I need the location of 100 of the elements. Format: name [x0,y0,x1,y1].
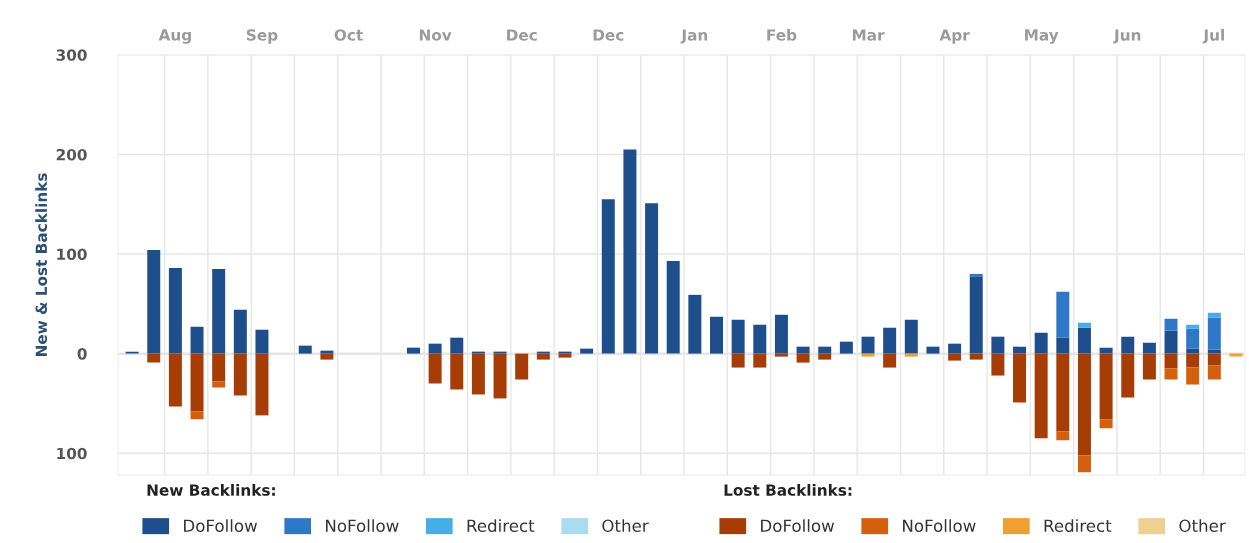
bar [450,353,464,390]
bar [883,327,897,354]
legend-label: NoFollow [903,519,976,533]
legend-label: Other [602,519,649,533]
bar [774,314,788,354]
bar [320,353,334,360]
y-tick-label: 200 [56,148,87,161]
y-tick-label: 300 [56,49,87,61]
bar [731,319,745,354]
bar [406,347,420,354]
bar [428,343,442,354]
bar [1077,327,1091,354]
bar [190,411,204,420]
bar [255,329,269,354]
bar [558,353,572,358]
x-tick-label: Dec [593,29,624,41]
bar [731,353,745,368]
bar [493,353,507,399]
bar [774,353,788,357]
bar [969,273,983,277]
bar [1186,324,1200,329]
legend-label: Redirect [1044,519,1112,533]
bar [1056,291,1070,338]
bar [1164,330,1178,354]
x-tick-label: Jun [1113,29,1141,44]
bar [796,353,810,363]
bar [1207,312,1221,318]
bar [1077,455,1091,473]
x-tick-label: Aug [158,29,191,44]
bar [1207,365,1221,380]
legend-label: Other [1179,519,1226,533]
bar [1207,353,1221,366]
bar [233,353,247,396]
bar [1142,342,1156,354]
bar [233,309,247,354]
x-tick-label: Apr [939,29,970,44]
y-axis-title: New & Lost Backlinks [35,173,48,357]
x-tick-label: Jan [680,29,708,44]
bar [969,276,983,354]
legend-label: DoFollow [184,519,257,533]
bar [1077,353,1091,456]
bar [190,326,204,354]
bar [948,353,962,361]
bar [1077,322,1091,328]
bar [471,353,485,395]
bar [168,353,182,407]
bar [753,324,767,354]
text: New Backlinks: [147,484,275,496]
bar [298,345,312,354]
bar [1186,367,1200,385]
bar [536,353,550,360]
bar [926,346,940,354]
bar [190,353,204,412]
y-tick-label: 100 [57,248,87,261]
bar [1121,353,1135,398]
bar [1013,346,1027,354]
bar [450,337,464,354]
bar [1164,353,1178,369]
bar [428,353,442,384]
bar [645,203,659,354]
legend-label: Redirect [467,519,535,533]
bar [1207,317,1221,350]
bar [1121,336,1135,354]
bar [883,353,897,368]
bar [1056,337,1070,354]
text: Lost Backlinks: [724,484,852,496]
bar [1164,368,1178,380]
bar [753,353,767,368]
bar [212,268,226,354]
bar [710,316,723,354]
x-tick-label: Mar [852,29,885,41]
x-tick-label: Sep [246,29,278,44]
x-tick-label: Dec [507,29,537,41]
bar [904,319,918,354]
bar [147,353,161,363]
legend-label: NoFollow [326,519,399,533]
x-tick-label: May [1025,29,1059,44]
bar [1142,353,1156,380]
bar [1099,419,1113,429]
bar [623,149,637,354]
bar [168,267,182,354]
y-tick-label: 0 [77,348,87,360]
bar [818,353,832,360]
bar [991,353,1005,376]
bar [580,348,594,354]
bar [666,261,680,354]
bar [1099,353,1113,420]
bar [991,336,1005,354]
x-tick-label: Feb [767,28,797,41]
x-tick-label: Jul [1202,28,1224,44]
bar [212,353,226,382]
bar [818,346,832,354]
x-tick-label: Nov [419,29,452,41]
bar [515,353,529,380]
bar [969,353,983,360]
bar [796,346,810,354]
bar [255,353,269,416]
y-tick-label: 100 [57,447,87,460]
bar [948,343,962,354]
bar [320,350,334,354]
